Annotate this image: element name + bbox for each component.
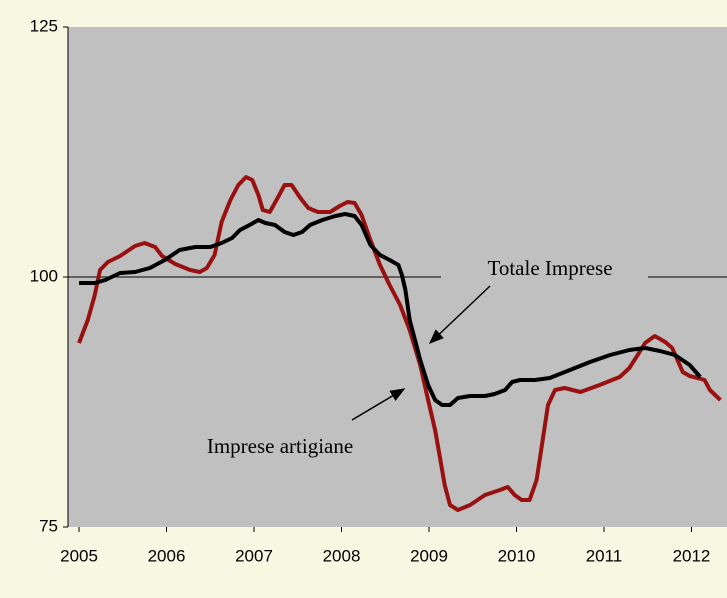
arrow [351,388,406,421]
x-tick-label: 2009 [410,546,448,565]
annotation: Imprese artigiane [207,434,353,458]
series-line [77,175,722,512]
y-tick-label: 75 [39,516,58,535]
ticks: 75 100 125 2005 2006 2007 2008 2009 2010 2011 2012 [30,16,711,565]
lines [77,175,722,512]
x-tick-label: 2010 [498,546,536,565]
series-line [79,212,702,407]
x-tick-label: 2011 [586,546,623,565]
x-tick-label: 2005 [60,546,98,565]
x-tick-label: 2012 [673,546,711,565]
arrow [428,285,491,345]
annotation: Totale Imprese [487,256,612,280]
label-backdrop [441,262,648,288]
y-tick-label: 100 [30,266,58,285]
x-tick-label: 2008 [323,546,361,565]
x-tick-label: 2006 [148,546,186,565]
x-tick-label: 2007 [235,546,273,565]
y-tick-label: 125 [30,16,58,35]
